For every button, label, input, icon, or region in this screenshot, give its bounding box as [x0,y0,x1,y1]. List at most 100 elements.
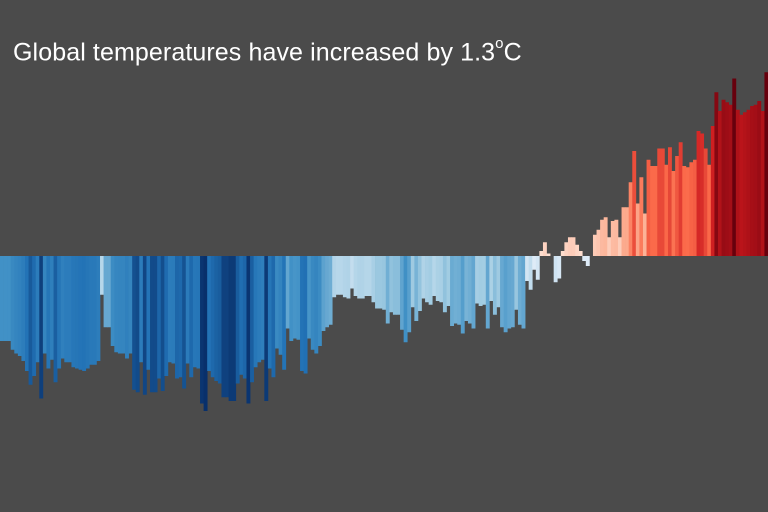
bar-0 [0,256,4,341]
bar-198 [707,164,712,256]
bar-160 [571,237,576,256]
bar-159 [567,237,572,256]
bar-208 [743,112,747,256]
bar-145 [517,256,522,325]
bar-176 [628,182,633,256]
bar-86 [307,256,312,339]
bar-89 [317,256,322,346]
bar-19 [67,256,72,363]
bar-122 [435,256,440,301]
chart-title-unit: C [503,38,522,67]
bar-212 [757,101,762,256]
bar-91 [325,256,329,328]
bar-194 [692,159,697,256]
bar-81 [289,256,294,341]
bar-199 [710,126,715,256]
bar-190 [678,142,683,256]
bar-38 [135,256,140,393]
bar-214 [764,72,768,256]
bar-46 [164,256,169,376]
bar-129 [460,256,465,334]
bar-117 [417,256,422,311]
bar-49 [175,256,179,379]
bar-51 [182,256,187,389]
bar-126 [450,256,454,326]
bar-171 [610,221,615,256]
bar-63 [225,256,229,398]
bar-207 [739,114,744,256]
bar-45 [160,256,165,391]
bar-188 [671,171,676,256]
bar-2 [7,256,12,341]
bar-147 [525,256,530,281]
bar-119 [425,256,429,303]
bar-135 [482,256,487,305]
bar-146 [521,256,526,329]
bar-7 [25,256,29,371]
bar-106 [378,256,383,309]
bar-98 [350,256,354,289]
bar-32 [114,256,119,353]
bar-139 [496,256,501,308]
bar-102 [364,256,369,296]
bar-35 [125,256,129,359]
bar-3 [10,256,15,350]
bar-200 [714,92,719,256]
bar-58 [207,256,212,371]
bar-164 [585,256,590,266]
bar-174 [621,207,626,256]
bar-197 [703,148,708,256]
bar-101 [360,256,365,299]
bar-15 [53,256,58,383]
bar-192 [685,167,690,256]
bar-28 [100,256,104,295]
bar-128 [457,256,462,325]
bar-132 [471,256,476,329]
bar-64 [228,256,233,401]
bar-22 [78,256,83,370]
bar-175 [625,207,630,256]
bar-71 [253,256,258,368]
bar-6 [21,256,26,361]
bar-47 [167,256,172,363]
bar-114 [407,256,412,333]
bar-70 [250,256,254,383]
bar-69 [246,256,251,404]
bar-163 [582,256,587,261]
bar-93 [332,256,337,298]
bar-151 [539,251,544,256]
bar-92 [328,256,333,325]
bar-150 [535,256,540,280]
bar-59 [210,256,215,378]
bar-61 [217,256,222,384]
bar-66 [235,256,240,384]
bar-111 [396,256,401,315]
bar-10 [35,256,40,363]
bar-162 [578,251,583,256]
bar-195 [696,131,701,256]
bar-185 [660,148,665,256]
bar-213 [760,111,765,256]
bar-104 [371,256,376,303]
bar-157 [560,251,565,256]
bar-26 [92,256,97,365]
bar-109 [389,256,394,313]
bar-97 [346,256,351,299]
bar-183 [653,166,658,256]
bar-18 [64,256,69,363]
bar-17 [60,256,65,359]
bar-206 [735,109,740,256]
bar-9 [32,256,37,376]
bar-84 [300,256,304,371]
bar-74 [264,256,269,401]
bar-88 [314,256,319,354]
bar-14 [50,256,54,360]
bar-79 [282,256,287,370]
bar-166 [592,234,597,256]
bar-24 [85,256,90,369]
bar-95 [339,256,344,295]
bar-90 [321,256,326,331]
bar-113 [403,256,408,343]
bar-13 [46,256,51,369]
bar-96 [342,256,347,298]
